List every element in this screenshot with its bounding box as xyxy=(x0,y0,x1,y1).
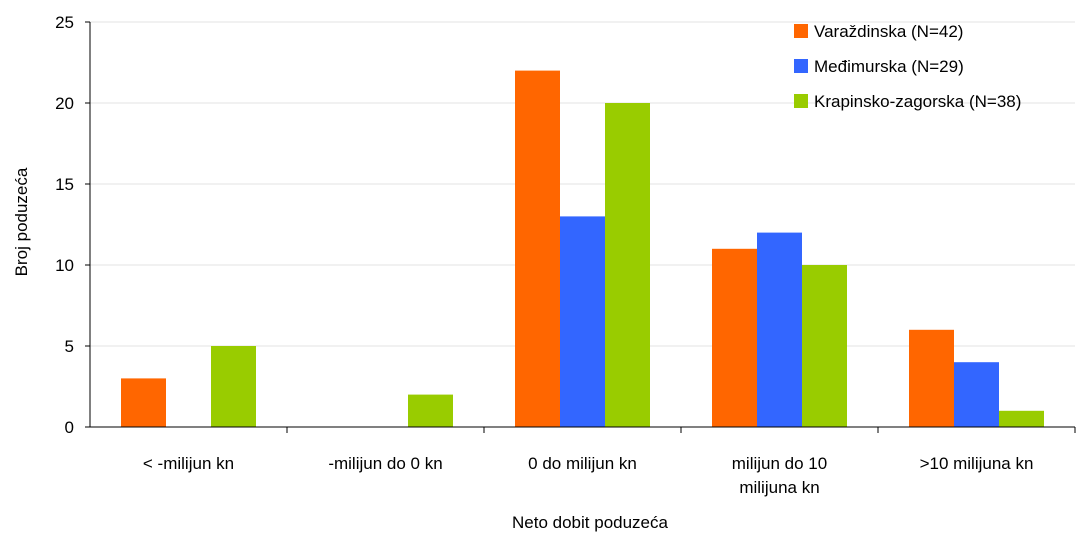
legend-label: Međimurska (N=29) xyxy=(814,57,964,76)
bars xyxy=(121,70,1044,427)
y-tick-label: 10 xyxy=(55,256,74,275)
x-tick-label: milijuna kn xyxy=(739,478,819,497)
bar xyxy=(954,362,999,427)
y-tick-label: 25 xyxy=(55,13,74,32)
legend-swatch xyxy=(794,59,808,73)
bar xyxy=(909,329,954,427)
bar xyxy=(605,103,650,427)
y-tick-label: 5 xyxy=(65,337,74,356)
bar xyxy=(712,248,757,427)
x-axis-title: Neto dobit poduzeća xyxy=(512,513,668,532)
bar xyxy=(515,70,560,427)
bar xyxy=(802,265,847,427)
y-tick-label: 20 xyxy=(55,94,74,113)
y-tick-label: 15 xyxy=(55,175,74,194)
legend-label: Varaždinska (N=42) xyxy=(814,22,963,41)
x-tick-labels: < -milijun kn -milijun do 0 kn 0 do miliju… xyxy=(143,454,1034,497)
y-axis-title: Broj poduzeća xyxy=(12,167,31,276)
x-tick-label: < -milijun kn xyxy=(143,454,234,473)
bar xyxy=(757,232,802,427)
legend-swatch xyxy=(794,94,808,108)
x-tick-label: 0 do milijun kn xyxy=(528,454,637,473)
bar xyxy=(560,216,605,427)
bar xyxy=(211,346,256,427)
bar xyxy=(121,378,166,427)
y-tick-labels: 0 5 10 15 20 25 xyxy=(55,13,74,437)
legend-label: Krapinsko-zagorska (N=38) xyxy=(814,92,1021,111)
x-tick-label: milijun do 10 xyxy=(732,454,827,473)
y-tick-label: 0 xyxy=(65,418,74,437)
axes xyxy=(85,21,1076,433)
legend: Varaždinska (N=42) Međimurska (N=29) Krapi… xyxy=(794,22,1021,111)
bar xyxy=(408,394,453,427)
x-tick-label: >10 milijuna kn xyxy=(920,454,1034,473)
bar xyxy=(999,410,1044,427)
x-tick-label: -milijun do 0 kn xyxy=(328,454,442,473)
legend-swatch xyxy=(794,24,808,38)
